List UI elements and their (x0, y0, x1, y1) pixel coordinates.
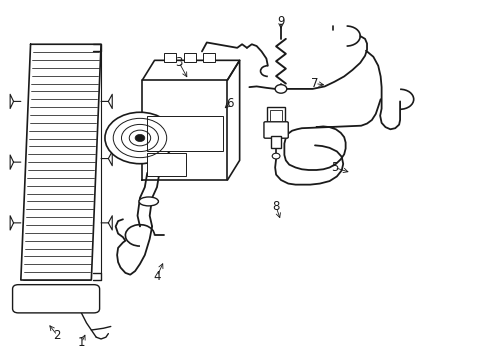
Text: 7: 7 (311, 77, 318, 90)
Text: 1: 1 (78, 336, 85, 349)
Circle shape (272, 153, 280, 159)
Text: 3: 3 (175, 55, 182, 69)
Bar (183, 53, 196, 62)
Bar (271, 136, 281, 148)
Circle shape (105, 112, 175, 164)
Text: 8: 8 (272, 200, 279, 213)
Circle shape (275, 85, 286, 93)
Ellipse shape (139, 197, 158, 206)
Bar (147, 153, 185, 176)
Text: 4: 4 (153, 270, 161, 283)
Bar (203, 53, 215, 62)
FancyBboxPatch shape (264, 122, 287, 138)
Bar (267, 107, 285, 123)
Bar (164, 53, 176, 62)
Text: 2: 2 (54, 329, 61, 342)
Circle shape (135, 134, 144, 141)
FancyBboxPatch shape (13, 285, 100, 313)
Text: 6: 6 (226, 97, 233, 110)
Bar (270, 110, 282, 121)
Text: 5: 5 (330, 161, 337, 174)
Bar (147, 116, 222, 152)
Text: 9: 9 (277, 14, 284, 27)
